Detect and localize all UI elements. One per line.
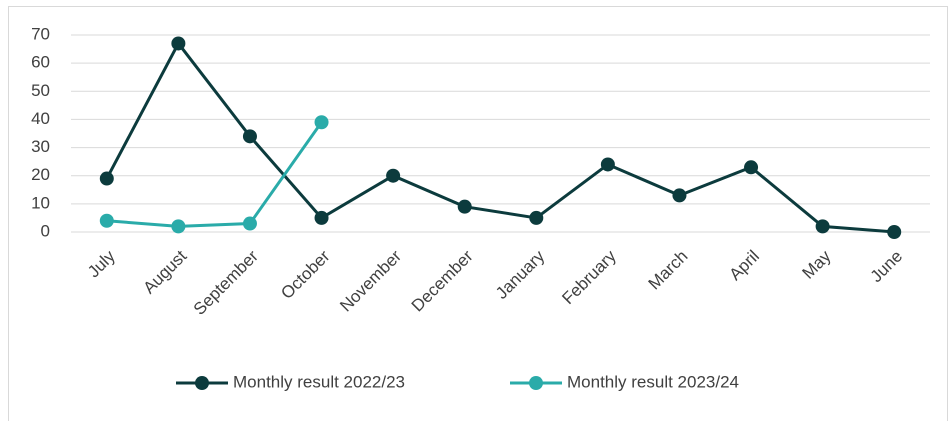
data-point	[314, 210, 329, 225]
x-tick-label: January	[492, 246, 549, 303]
x-tick-label: November	[336, 246, 405, 315]
x-tick-label: March	[645, 247, 692, 294]
x-tick-label: September	[190, 246, 262, 318]
legend-marker	[195, 376, 209, 390]
y-tick-label: 50	[31, 81, 50, 100]
series-line	[106, 121, 323, 228]
legend-label: Monthly result 2022/23	[233, 372, 405, 391]
x-tick-label: October	[277, 246, 333, 302]
x-tick-label: December	[408, 246, 477, 315]
y-tick-label: 20	[31, 165, 50, 184]
x-tick-label: June	[867, 247, 907, 287]
data-point	[242, 216, 257, 231]
data-point	[600, 157, 615, 172]
data-point	[171, 36, 186, 51]
legend-marker	[529, 376, 543, 390]
y-tick-label: 0	[41, 221, 50, 240]
x-tick-label: February	[558, 246, 620, 308]
y-tick-label: 60	[31, 53, 50, 72]
data-point	[314, 115, 329, 130]
data-point	[386, 168, 401, 183]
data-point	[815, 219, 830, 234]
data-point	[887, 225, 902, 239]
x-tick-label: July	[84, 246, 119, 281]
y-tick-label: 30	[31, 137, 50, 156]
chart-border	[8, 6, 948, 421]
data-point	[744, 160, 759, 175]
data-point	[529, 210, 544, 225]
data-point	[99, 213, 114, 228]
data-point	[672, 188, 687, 203]
x-tick-label: April	[726, 247, 763, 284]
data-point	[457, 199, 472, 214]
x-tick-label: August	[140, 246, 191, 297]
data-point	[99, 171, 114, 186]
y-tick-label: 70	[31, 24, 50, 43]
y-tick-label: 40	[31, 109, 50, 128]
legend-label: Monthly result 2023/24	[567, 372, 739, 391]
y-tick-label: 10	[31, 193, 50, 212]
series-line	[105, 40, 895, 234]
x-tick-label: May	[798, 246, 834, 282]
data-point	[171, 219, 186, 234]
data-point	[242, 129, 257, 144]
